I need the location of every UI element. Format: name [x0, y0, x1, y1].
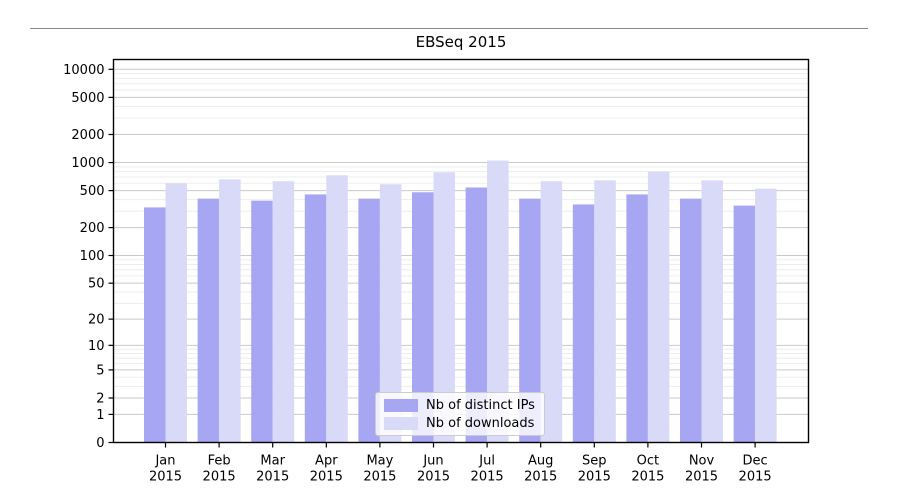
x-tick-label-year: 2015 [310, 470, 343, 485]
bar-downloads [219, 179, 241, 443]
x-tick-label-month: Mar [260, 454, 285, 469]
bar-distinct-ips [572, 204, 595, 443]
x-tick-label-month: Nov [689, 454, 715, 469]
x-tick-label-year: 2015 [524, 470, 557, 485]
y-tick-label: 2000 [71, 128, 104, 143]
x-tick-label-month: Jan [154, 454, 175, 469]
y-tick-label: 0 [96, 436, 104, 451]
x-tick-label-year: 2015 [471, 470, 504, 485]
y-tick-label: 200 [80, 221, 105, 236]
y-tick-label: 500 [80, 184, 105, 199]
bar-distinct-ips [733, 205, 756, 443]
x-tick-label-year: 2015 [149, 470, 182, 485]
y-tick-label: 10000 [63, 63, 104, 78]
x-tick-label-month: Aug [528, 454, 553, 469]
x-tick-label-year: 2015 [631, 470, 664, 485]
chart-title: EBSeq 2015 [415, 33, 507, 51]
bar-distinct-ips [251, 200, 273, 443]
x-tick-label-month: Apr [315, 454, 338, 469]
legend-item-distinct-ips: Nb of distinct IPs [384, 398, 536, 413]
bar-distinct-ips [412, 192, 434, 443]
x-tick-label-year: 2015 [739, 470, 772, 485]
bar-downloads [540, 181, 563, 443]
bar-distinct-ips [304, 194, 327, 443]
y-tick-label: 5 [96, 363, 104, 378]
x-tick-label-year: 2015 [203, 470, 236, 485]
x-tick-label-year: 2015 [685, 470, 718, 485]
y-tick-label: 100 [80, 249, 105, 264]
x-tick-label-year: 2015 [578, 470, 611, 485]
bar-distinct-ips [519, 198, 541, 443]
bar-downloads [165, 183, 187, 443]
x-tick-label-month: Sep [582, 454, 607, 469]
y-tick-label: 50 [88, 277, 105, 292]
legend-swatch-downloads [384, 416, 418, 430]
x-tick-label-month: Jul [478, 454, 495, 469]
bar-downloads [701, 180, 723, 443]
bar-distinct-ips [358, 198, 380, 443]
x-tick-label-month: Oct [637, 454, 659, 469]
bar-downloads [272, 181, 295, 443]
bar-downloads [647, 171, 670, 443]
x-tick-label-month: Feb [208, 454, 231, 469]
bar-distinct-ips [144, 207, 166, 443]
bar-downloads [594, 180, 616, 443]
y-tick-label: 1 [96, 408, 104, 423]
bar-distinct-ips [626, 194, 648, 443]
x-tick-label-month: May [366, 454, 393, 469]
legend-swatch-distinct-ips [384, 398, 418, 412]
bar-downloads [433, 172, 455, 443]
top-rule [30, 28, 868, 29]
legend-item-downloads: Nb of downloads [384, 416, 536, 431]
y-tick-label: 2 [96, 391, 104, 406]
bar-distinct-ips [680, 198, 702, 443]
legend: Nb of distinct IPs Nb of downloads [375, 392, 545, 436]
bar-downloads [326, 175, 348, 443]
bar-distinct-ips [465, 187, 488, 443]
y-tick-label: 5000 [71, 91, 104, 106]
y-tick-label: 10 [88, 339, 105, 354]
y-tick-label: 1000 [71, 156, 104, 171]
x-tick-label-month: Dec [743, 454, 768, 469]
x-tick-label-year: 2015 [417, 470, 450, 485]
bar-downloads [487, 160, 509, 443]
legend-label-downloads: Nb of downloads [426, 415, 535, 431]
legend-label-distinct-ips: Nb of distinct IPs [426, 397, 535, 413]
x-tick-label-year: 2015 [363, 470, 396, 485]
x-tick-label-year: 2015 [256, 470, 289, 485]
bar-distinct-ips [197, 198, 220, 443]
bar-downloads [755, 188, 777, 443]
y-tick-label: 20 [88, 313, 105, 328]
axes-frame [112, 58, 810, 444]
x-tick-label-month: Jun [422, 454, 443, 469]
bar-downloads [379, 184, 402, 443]
